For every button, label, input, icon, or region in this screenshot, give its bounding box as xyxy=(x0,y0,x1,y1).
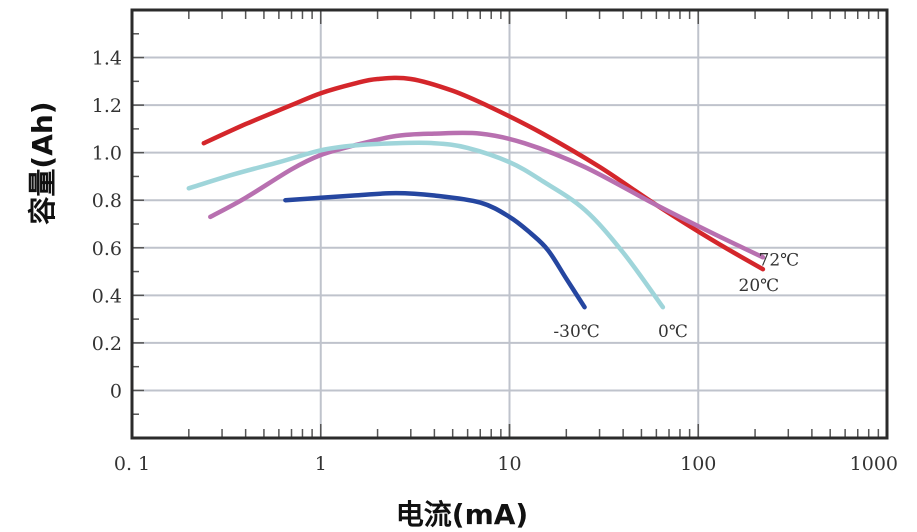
series-line-2 xyxy=(186,140,666,310)
y-tick-label: 0.6 xyxy=(92,238,122,260)
x-tick-label: 1000 xyxy=(850,453,898,475)
series-labels: 20℃ 72℃ 0℃ -30℃ xyxy=(553,250,799,342)
y-tick-label: 0.2 xyxy=(92,333,122,355)
plot-frame xyxy=(130,8,889,440)
y-tick-label: 1.2 xyxy=(92,95,122,117)
y-tick-label: 0.8 xyxy=(92,190,122,212)
x-tick-label: 0. 1 xyxy=(114,453,150,475)
x-tick-label: 10 xyxy=(497,453,521,475)
series-label-1: 72℃ xyxy=(759,250,800,270)
y-tick-label: 0 xyxy=(110,380,122,402)
y-tick-label: 1.0 xyxy=(92,143,122,165)
y-tick-labels: 1.4 1.2 1.0 0.8 0.6 0.4 0.2 0 xyxy=(92,48,122,403)
x-tick-labels: 0. 1 1 10 100 1000 xyxy=(114,453,898,475)
x-axis-title: 电流(mA) xyxy=(396,498,528,531)
series-line-1 xyxy=(208,130,766,260)
x-tick-label: 100 xyxy=(680,453,716,475)
series xyxy=(186,75,766,310)
x-tick-label: 1 xyxy=(315,453,327,475)
y-tick-label: 0.4 xyxy=(92,285,122,307)
series-label-2: 0℃ xyxy=(658,322,688,342)
series-label-0: 20℃ xyxy=(739,276,780,296)
y-axis-title: 容量(Ah) xyxy=(26,101,59,224)
series-line-3 xyxy=(283,190,587,310)
y-tick-label: 1.4 xyxy=(92,48,122,70)
series-label-3: -30℃ xyxy=(553,322,599,342)
